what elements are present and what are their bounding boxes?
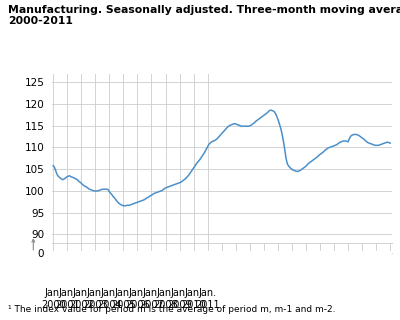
Text: ¹ The index value for period m is the average of period m, m-1 and m-2.: ¹ The index value for period m is the av… (8, 305, 336, 314)
Text: Manufacturing. Seasonally adjusted. Three-month moving average¹.
2000-2011: Manufacturing. Seasonally adjusted. Thre… (8, 5, 400, 27)
